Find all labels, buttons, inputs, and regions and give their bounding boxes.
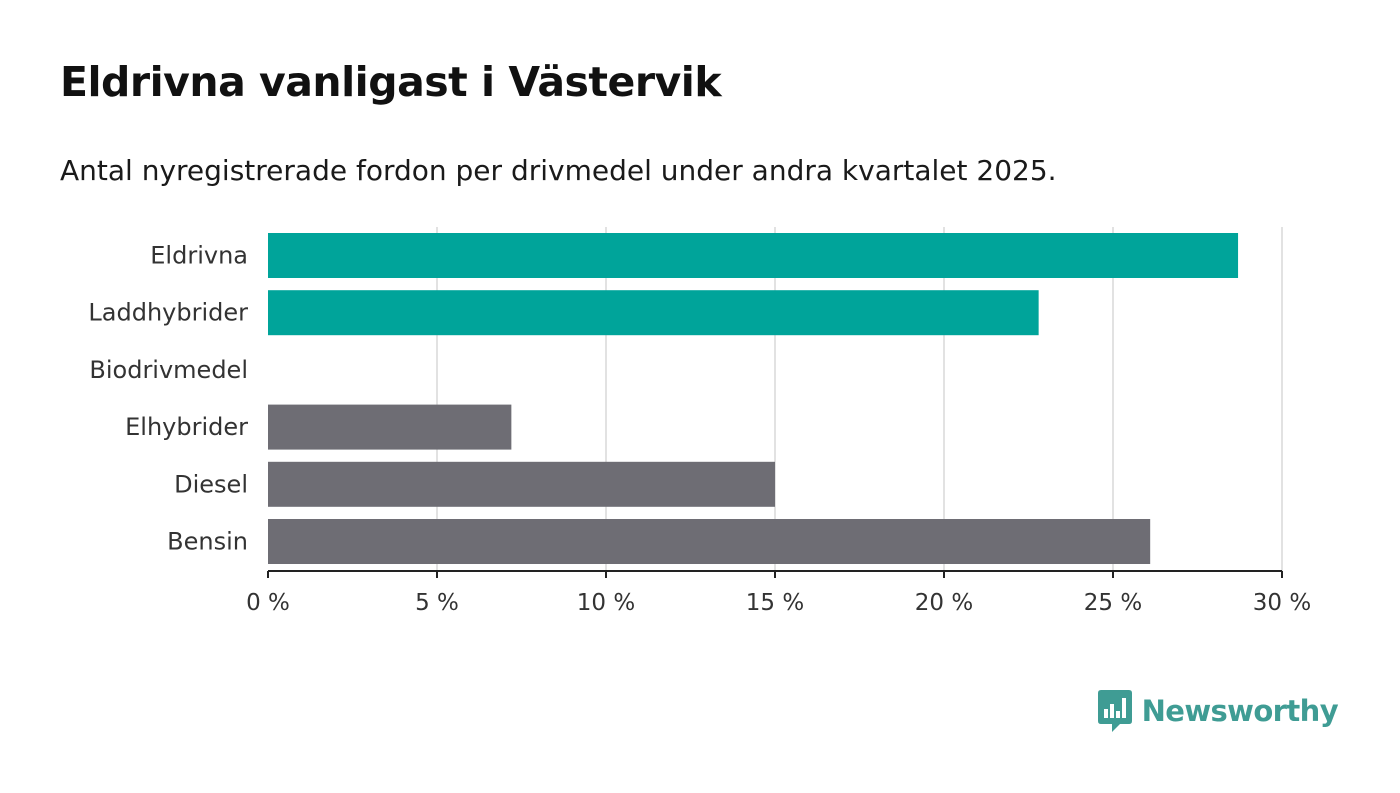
chart-title: Eldrivna vanligast i Västervik [60,58,722,106]
category-labels: Eldrivna Laddhybrider Biodrivmedel Elhybrid… [88,242,248,556]
category-label: Diesel [174,470,248,498]
bar-bensin [268,519,1151,564]
x-tick-label: 20 % [915,590,973,616]
x-tick-label: 10 % [577,590,635,616]
category-label: Elhybrider [125,413,248,441]
bar-diesel [268,461,775,507]
category-label: Biodrivmedel [89,356,248,384]
category-label: Bensin [167,528,248,556]
category-label: Laddhybrider [88,299,248,327]
x-tick-label: 5 % [415,590,459,616]
bars [268,233,1239,564]
category-label: Eldrivna [150,242,248,270]
bar-eldrivna [268,233,1239,278]
brand-logo: Newsworthy [1097,690,1339,732]
grid-lines [436,227,1283,571]
x-tick-label: 15 % [746,590,804,616]
bar-laddhybrider [268,290,1039,336]
brand-name: Newsworthy [1141,694,1339,728]
chart-subtitle: Antal nyregistrerade fordon per drivmede… [60,154,1057,187]
x-tick-label: 30 % [1253,590,1311,616]
x-tick-label: 25 % [1084,590,1142,616]
bar-elhybrider [268,404,512,450]
x-axis: 0 % 5 % 10 % 15 % 20 % 25 % 30 % [246,570,1311,616]
newsworthy-logo-icon [1097,690,1132,732]
x-tick-label: 0 % [246,590,290,616]
